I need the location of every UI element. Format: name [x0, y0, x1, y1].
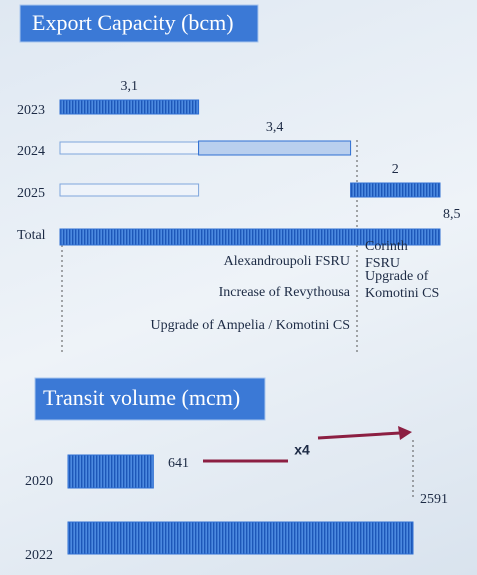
- value-label: 641: [168, 456, 189, 471]
- annotation: Corinth FSRU: [365, 239, 408, 271]
- value-label: 8,5: [443, 207, 461, 222]
- bar: [59, 228, 441, 246]
- value-label: 3,1: [121, 79, 139, 94]
- bar: [350, 182, 441, 198]
- arrowhead: [398, 426, 412, 440]
- annotation: x4: [294, 442, 310, 458]
- chart-title: Export Capacity (bcm): [32, 10, 234, 35]
- value-label: 2: [392, 162, 399, 177]
- reference-bar: [59, 183, 200, 197]
- annotation: Upgrade of Komotini CS: [365, 269, 440, 301]
- y-tick-label: 2023: [17, 103, 45, 118]
- bar: [67, 521, 414, 555]
- y-tick-label: 2024: [17, 144, 45, 159]
- reference-bar: [59, 141, 200, 155]
- value-label: 3,4: [266, 120, 284, 135]
- bar: [59, 99, 200, 115]
- y-tick-label: Total: [17, 228, 46, 243]
- bar: [67, 454, 154, 489]
- title-box: [19, 4, 259, 43]
- y-tick-label: 2022: [25, 548, 53, 563]
- annotation: Upgrade of Ampelia / Komotini CS: [150, 318, 350, 333]
- arrow: [317, 431, 401, 440]
- chart-title: Transit volume (mcm): [43, 385, 240, 410]
- annotation: Alexandroupoli FSRU: [223, 254, 350, 269]
- y-tick-label: 2020: [25, 474, 53, 489]
- value-label: 2591: [420, 492, 448, 507]
- y-tick-label: 2025: [17, 186, 45, 201]
- annotation: Increase of Revythousa: [218, 285, 350, 300]
- title-box: [34, 377, 266, 421]
- bar: [198, 140, 352, 156]
